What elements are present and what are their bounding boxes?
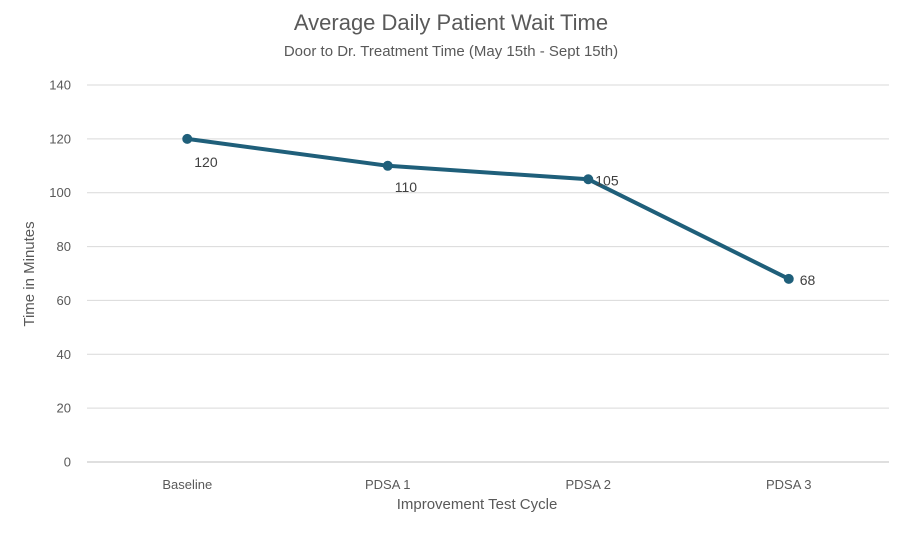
x-tick-label: PDSA 1 [365,477,411,492]
y-tick-label: 140 [49,78,71,93]
data-point [382,160,393,171]
y-tick-label: 40 [57,347,71,362]
data-point [583,174,594,185]
y-tick-label: 100 [49,185,71,200]
y-axis-ticks: 0 20 40 60 80 100 120 140 [49,78,71,470]
data-point [182,133,193,144]
data-label: 110 [395,179,418,195]
data-point [783,273,794,284]
y-tick-label: 60 [57,293,71,308]
y-tick-label: 80 [57,239,71,254]
chart-subtitle: Door to Dr. Treatment Time (May 15th - S… [284,43,618,60]
y-tick-label: 20 [57,401,71,416]
x-axis-title: Improvement Test Cycle [397,496,558,513]
x-tick-label: Baseline [162,477,212,492]
y-axis-title: Time in Minutes [21,221,38,326]
gridlines [87,84,889,463]
x-tick-label: PDSA 2 [565,477,611,492]
y-tick-label: 0 [64,455,71,470]
chart-title: Average Daily Patient Wait Time [294,10,608,35]
x-tick-label: PDSA 3 [766,477,812,492]
x-axis-ticks: Baseline PDSA 1 PDSA 2 PDSA 3 [162,477,811,492]
series-line [185,136,791,281]
data-label: 68 [800,272,816,288]
series-group [182,133,794,284]
data-labels: 120 110 105 68 [194,154,815,288]
data-label: 120 [194,154,218,170]
data-label: 105 [595,172,619,188]
y-tick-label: 120 [49,131,71,146]
